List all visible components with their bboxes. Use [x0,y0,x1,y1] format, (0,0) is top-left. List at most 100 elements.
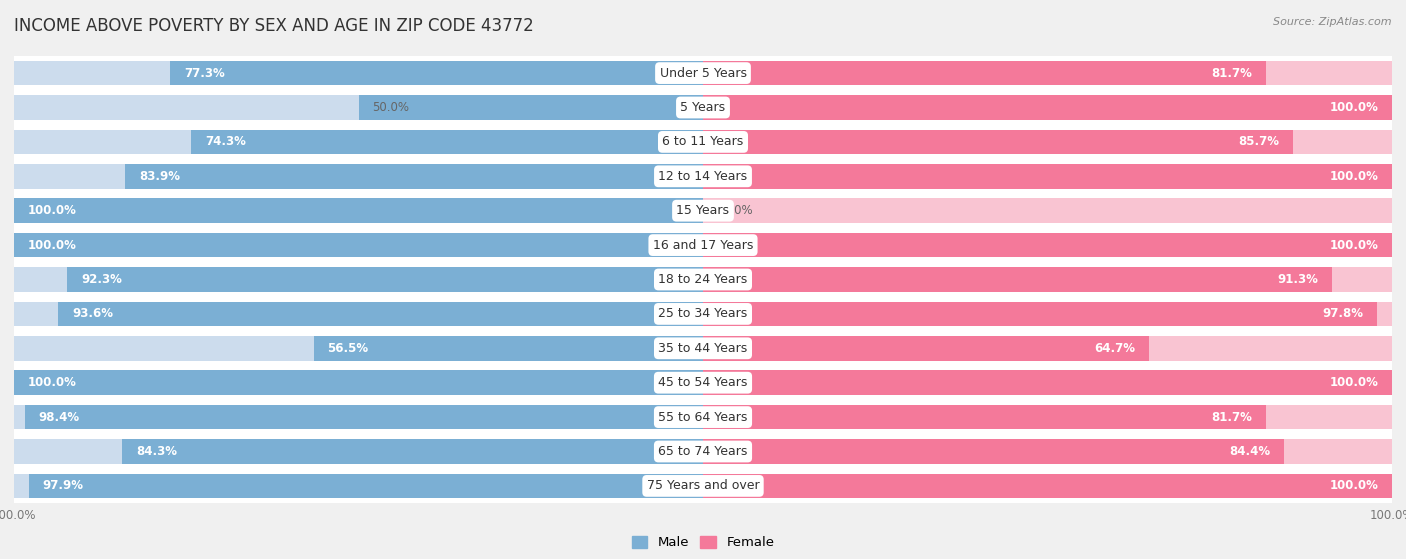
Bar [28,473,703,498]
Bar [170,61,703,86]
Bar [14,267,703,292]
Bar [314,336,703,361]
Text: 25 to 34 Years: 25 to 34 Years [658,307,748,320]
Bar [703,95,1392,120]
FancyBboxPatch shape [14,331,1392,366]
Bar [14,370,703,395]
Bar [14,198,703,223]
Bar [67,267,703,292]
Text: 65 to 74 Years: 65 to 74 Years [658,445,748,458]
Bar [25,405,703,429]
Bar [703,130,1294,154]
Text: 97.9%: 97.9% [42,480,83,492]
Text: 0.0%: 0.0% [724,204,754,217]
Text: 55 to 64 Years: 55 to 64 Years [658,411,748,424]
Text: 84.3%: 84.3% [136,445,177,458]
Text: 98.4%: 98.4% [39,411,80,424]
Bar [703,267,1392,292]
Bar [14,233,703,258]
Text: 100.0%: 100.0% [1329,101,1378,114]
Bar [359,95,703,120]
Bar [703,301,1376,326]
Bar [191,130,703,154]
Text: 6 to 11 Years: 6 to 11 Years [662,135,744,148]
Text: 91.3%: 91.3% [1277,273,1319,286]
Bar [58,301,703,326]
Bar [703,130,1392,154]
Bar [703,405,1265,429]
Bar [703,95,1392,120]
Bar [14,473,703,498]
Text: Under 5 Years: Under 5 Years [659,67,747,79]
Legend: Male, Female: Male, Female [626,530,780,555]
FancyBboxPatch shape [14,91,1392,125]
Text: 100.0%: 100.0% [1329,480,1378,492]
FancyBboxPatch shape [14,262,1392,297]
Bar [14,439,703,464]
Text: 93.6%: 93.6% [72,307,112,320]
Bar [14,336,703,361]
Bar [703,164,1392,189]
Text: 12 to 14 Years: 12 to 14 Years [658,170,748,183]
Text: 5 Years: 5 Years [681,101,725,114]
Bar [14,370,703,395]
Bar [703,267,1331,292]
Bar [703,370,1392,395]
Bar [703,439,1285,464]
FancyBboxPatch shape [14,297,1392,331]
Text: Source: ZipAtlas.com: Source: ZipAtlas.com [1274,17,1392,27]
Bar [125,164,703,189]
Bar [703,473,1392,498]
Text: 100.0%: 100.0% [1329,376,1378,389]
FancyBboxPatch shape [14,159,1392,193]
Bar [703,336,1392,361]
Bar [14,198,703,223]
Text: 56.5%: 56.5% [328,342,368,355]
Text: 50.0%: 50.0% [373,101,409,114]
Bar [703,336,1149,361]
Bar [14,405,703,429]
Text: 74.3%: 74.3% [205,135,246,148]
Text: 81.7%: 81.7% [1211,67,1253,79]
Text: 85.7%: 85.7% [1239,135,1279,148]
Text: 16 and 17 Years: 16 and 17 Years [652,239,754,252]
Text: 100.0%: 100.0% [1329,170,1378,183]
Text: 18 to 24 Years: 18 to 24 Years [658,273,748,286]
Text: 64.7%: 64.7% [1094,342,1135,355]
Text: 35 to 44 Years: 35 to 44 Years [658,342,748,355]
Bar [14,130,703,154]
FancyBboxPatch shape [14,193,1392,228]
Bar [703,370,1392,395]
Text: 100.0%: 100.0% [28,204,77,217]
Text: 15 Years: 15 Years [676,204,730,217]
Text: 81.7%: 81.7% [1211,411,1253,424]
Bar [703,473,1392,498]
Bar [122,439,703,464]
Bar [703,61,1392,86]
Bar [703,301,1392,326]
FancyBboxPatch shape [14,125,1392,159]
Text: 77.3%: 77.3% [184,67,225,79]
FancyBboxPatch shape [14,468,1392,503]
Text: 100.0%: 100.0% [1329,239,1378,252]
Text: 45 to 54 Years: 45 to 54 Years [658,376,748,389]
Text: 83.9%: 83.9% [139,170,180,183]
Text: 92.3%: 92.3% [82,273,122,286]
FancyBboxPatch shape [14,228,1392,262]
FancyBboxPatch shape [14,434,1392,468]
Bar [703,439,1392,464]
Bar [703,164,1392,189]
Text: 100.0%: 100.0% [28,239,77,252]
Bar [14,301,703,326]
Bar [703,233,1392,258]
Bar [703,198,1392,223]
FancyBboxPatch shape [14,366,1392,400]
Text: 84.4%: 84.4% [1230,445,1271,458]
Text: INCOME ABOVE POVERTY BY SEX AND AGE IN ZIP CODE 43772: INCOME ABOVE POVERTY BY SEX AND AGE IN Z… [14,17,534,35]
Bar [703,233,1392,258]
FancyBboxPatch shape [14,56,1392,91]
Bar [703,61,1265,86]
Bar [14,61,703,86]
Bar [703,405,1392,429]
Text: 75 Years and over: 75 Years and over [647,480,759,492]
